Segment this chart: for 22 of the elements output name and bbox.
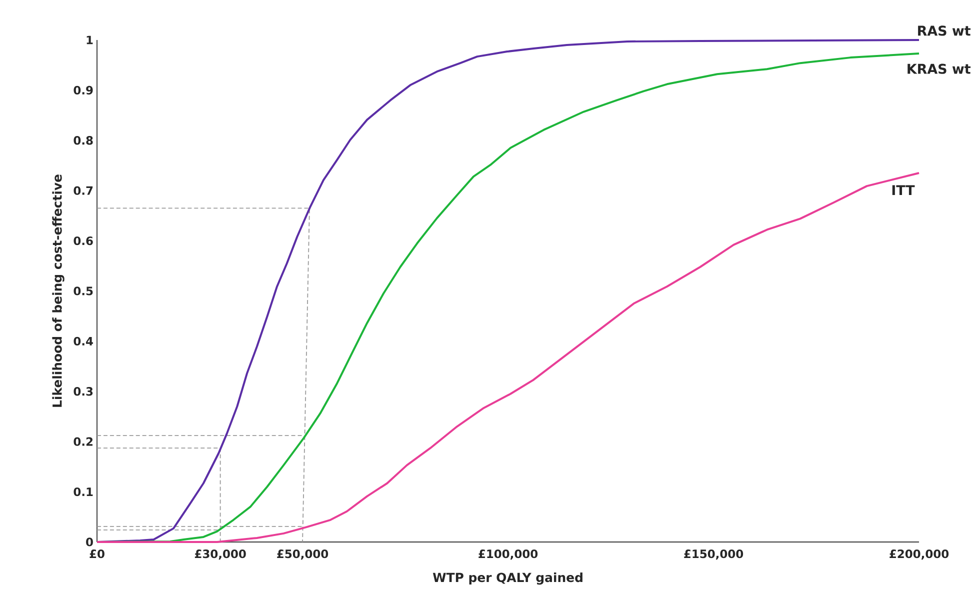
y-tick-label: 0.6 — [74, 236, 93, 246]
y-tick-label: 0.1 — [74, 487, 93, 496]
x-tick-label: £50,000 — [277, 550, 328, 560]
x-axis-title: WTP per QALY gained — [432, 572, 582, 585]
y-tick-label: 0.9 — [74, 86, 93, 95]
y-tick-label: 0.8 — [74, 136, 93, 145]
x-tick-label: £200,000 — [890, 550, 949, 560]
y-tick-label: 0.5 — [74, 286, 93, 296]
series-label: KRAS wt — [908, 64, 971, 74]
y-tick-label: 0.4 — [74, 336, 93, 346]
y-tick-label: 1 — [86, 36, 93, 44]
x-tick-label: £100,000 — [478, 550, 538, 560]
y-tick-label: 0.3 — [74, 387, 93, 396]
y-tick-label: 0.2 — [74, 437, 92, 446]
series-label: RAS wt — [918, 26, 971, 36]
x-tick-label: £150,000 — [684, 550, 744, 560]
y-axis-title: Likelihood of being cost-effective — [52, 174, 64, 407]
y-tick-label: 0 — [86, 538, 93, 546]
x-tick-label: £0 — [90, 550, 104, 558]
y-tick-label: 0.7 — [74, 186, 93, 195]
x-tick-label: £30,000 — [194, 550, 246, 560]
series-label: ITT — [892, 185, 915, 196]
